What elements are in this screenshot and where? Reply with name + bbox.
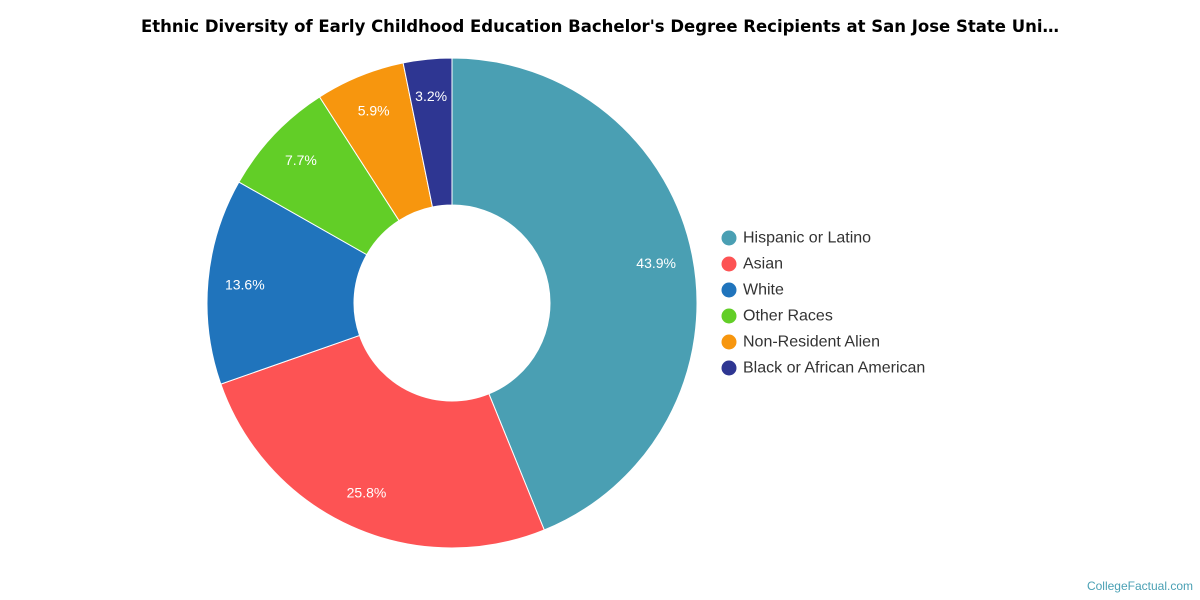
legend-label-hispanic-or-latino: Hispanic or Latino (743, 230, 871, 247)
slice-hispanic-or-latino[interactable] (451, 57, 698, 531)
slice-label-other-races: 7.7% (285, 152, 317, 168)
legend-marker-white (721, 282, 737, 298)
legend-item-white[interactable]: White (721, 282, 785, 299)
legend-item-non-resident-alien[interactable]: Non-Resident Alien (721, 334, 880, 351)
slice-label-white: 13.6% (225, 276, 265, 292)
legend-label-other-races: Other Races (743, 308, 833, 325)
legend-marker-hispanic-or-latino (721, 230, 737, 246)
chart-title: Ethnic Diversity of Early Childhood Educ… (140, 17, 1059, 36)
legend-label-asian: Asian (743, 256, 783, 273)
slice-white[interactable] (206, 181, 368, 385)
legend-item-hispanic-or-latino[interactable]: Hispanic or Latino (721, 230, 872, 247)
slice-label-non-resident-alien: 5.9% (358, 102, 390, 118)
slice-label-asian: 25.8% (347, 485, 387, 501)
slice-black-or-african-american[interactable] (402, 57, 453, 208)
slice-label-black-or-african-american: 3.2% (415, 88, 447, 104)
legend-marker-black-or-african-american (721, 360, 737, 376)
legend-marker-asian (721, 256, 737, 272)
legend-item-other-races[interactable]: Other Races (721, 308, 833, 325)
legend-label-white: White (743, 282, 784, 299)
slice-labels-group: 43.9% 25.8% 13.6% 7.7% 5.9% 3.2% (225, 88, 676, 501)
slices-group (206, 57, 698, 549)
legend-label-non-resident-alien: Non-Resident Alien (743, 334, 880, 351)
legend-marker-other-races (721, 308, 737, 324)
legend-item-asian[interactable]: Asian (721, 256, 784, 273)
legend-marker-non-resident-alien (721, 334, 737, 350)
watermark: CollegeFactual.com (1086, 579, 1193, 593)
slice-asian[interactable] (220, 334, 545, 549)
legend: Hispanic or Latino Asian White Other Races N… (721, 230, 926, 377)
legend-item-black-or-african-american[interactable]: Black or African American (721, 360, 926, 377)
legend-label-black-or-african-american: Black or African American (743, 360, 925, 377)
slice-label-hispanic-or-latino: 43.9% (636, 255, 676, 271)
